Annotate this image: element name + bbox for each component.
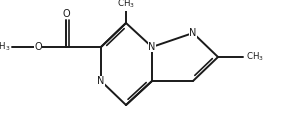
Text: N: N: [97, 76, 105, 86]
Text: N: N: [189, 28, 197, 38]
Text: O: O: [62, 9, 70, 19]
Text: OCH$_3$: OCH$_3$: [0, 41, 11, 53]
Text: N: N: [148, 42, 156, 52]
Text: CH$_3$: CH$_3$: [246, 51, 264, 63]
Text: O: O: [34, 42, 42, 52]
Text: CH$_3$: CH$_3$: [117, 0, 135, 10]
